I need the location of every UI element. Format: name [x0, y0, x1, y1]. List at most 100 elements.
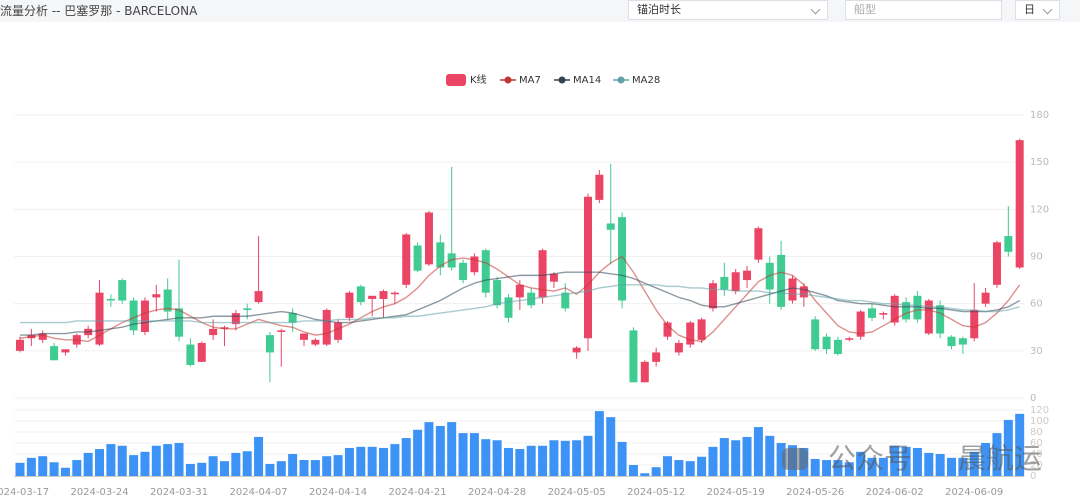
candle-body	[845, 338, 854, 340]
volume-bar	[617, 441, 627, 476]
ma-line	[20, 284, 1020, 324]
volume-bar	[38, 456, 48, 476]
x-tick-label: 2024-04-28	[468, 487, 526, 498]
volume-bar	[549, 440, 559, 476]
candle-body	[629, 330, 638, 383]
volume-bar	[526, 445, 536, 476]
candle-body	[868, 308, 876, 318]
volume-bar	[628, 465, 638, 476]
volume-bar	[958, 457, 968, 476]
candle-body	[424, 212, 433, 265]
x-tick-label: 2024-03-24	[70, 487, 128, 498]
candle-body	[163, 289, 172, 312]
candle-body	[334, 322, 343, 340]
metric-select[interactable]: 锚泊时长	[628, 0, 828, 20]
candle-body	[879, 313, 888, 315]
volume-bar	[276, 461, 286, 476]
legend-icon	[504, 76, 512, 84]
candle-body	[38, 333, 47, 340]
volume-bar	[208, 456, 218, 476]
candle-body	[674, 342, 683, 353]
candle-body	[504, 297, 513, 318]
volume-bar	[469, 433, 479, 476]
volume-bar	[503, 447, 513, 476]
volume-bar	[424, 422, 434, 476]
legend-label: K线	[470, 73, 487, 86]
ship-type-input[interactable]: 船型	[845, 0, 1002, 20]
volume-bar	[458, 433, 468, 476]
candle-body	[402, 234, 411, 285]
candle-body	[322, 309, 331, 345]
candle-body	[652, 352, 661, 362]
volume-bar	[753, 427, 763, 476]
candle-body	[50, 346, 59, 361]
period-select[interactable]: 日	[1015, 0, 1060, 20]
period-value: 日	[1024, 3, 1035, 16]
candle-body	[390, 292, 399, 295]
volume-bar	[26, 457, 36, 476]
x-tick-label: 2024-06-09	[945, 487, 1003, 498]
candle-body	[754, 228, 763, 260]
candle-body	[572, 347, 581, 353]
candle-body	[436, 242, 445, 268]
volume-bar	[15, 462, 25, 476]
volume-bar	[663, 456, 673, 476]
candle-body	[265, 335, 274, 353]
candle-body	[777, 254, 786, 307]
candle-body	[833, 339, 842, 354]
legend: K线 MA7 MA14 MA28	[446, 73, 660, 86]
candle-body	[493, 280, 502, 306]
candle-body	[708, 283, 717, 309]
placeholder: 船型	[854, 3, 876, 16]
y-tick-label: 180	[1030, 110, 1049, 121]
y-tick-label: 30	[1030, 346, 1043, 357]
volume-bar	[185, 463, 195, 476]
candle-body	[368, 295, 377, 299]
y-tick-label: 0	[1030, 471, 1036, 482]
candle-body	[788, 278, 797, 301]
candle-body	[356, 286, 365, 303]
volume-bar	[95, 449, 105, 476]
candle-body	[16, 339, 24, 351]
volume-bar	[60, 467, 70, 476]
candle-body	[254, 291, 263, 303]
candle-body	[913, 295, 922, 320]
candle-body	[209, 328, 218, 336]
candle-body	[743, 270, 752, 281]
volume-bar	[481, 439, 491, 476]
volume-bar	[117, 445, 127, 476]
volume-bar	[231, 452, 241, 476]
candle-body	[595, 174, 604, 200]
volume-bar	[878, 457, 888, 476]
volume-bar	[265, 463, 275, 476]
x-tick-label: 2024-05-19	[707, 487, 765, 498]
y-tick-label: 120	[1030, 405, 1049, 416]
y-tick-label: 150	[1030, 157, 1049, 168]
candle-body	[924, 300, 933, 334]
candle-body	[61, 349, 70, 353]
x-tick-label: 2024-03-31	[150, 487, 208, 498]
volume-bar	[83, 452, 93, 476]
volume-bar	[981, 443, 991, 476]
candle-body	[561, 292, 570, 309]
candle-body	[799, 286, 808, 298]
legend-icon	[446, 74, 466, 86]
y-tick-label: 0	[1030, 393, 1036, 404]
legend-label: MA7	[519, 75, 541, 86]
candle-body	[152, 294, 161, 298]
candle-body	[186, 344, 195, 365]
x-tick-label: 2024-04-21	[389, 487, 447, 498]
volume-bar	[640, 473, 650, 476]
x-tick-label: 2024-06-02	[866, 487, 924, 498]
volume-bar	[867, 457, 877, 476]
watermark-text: 公众号	[828, 442, 912, 475]
candle-body	[947, 336, 956, 347]
volume-bar	[697, 456, 707, 476]
volume-bar	[515, 449, 525, 476]
candle-body	[981, 292, 990, 304]
volume-bar	[833, 460, 843, 476]
volume-bar	[401, 438, 411, 476]
legend-label: MA14	[573, 75, 601, 86]
volume-bar	[651, 467, 661, 476]
